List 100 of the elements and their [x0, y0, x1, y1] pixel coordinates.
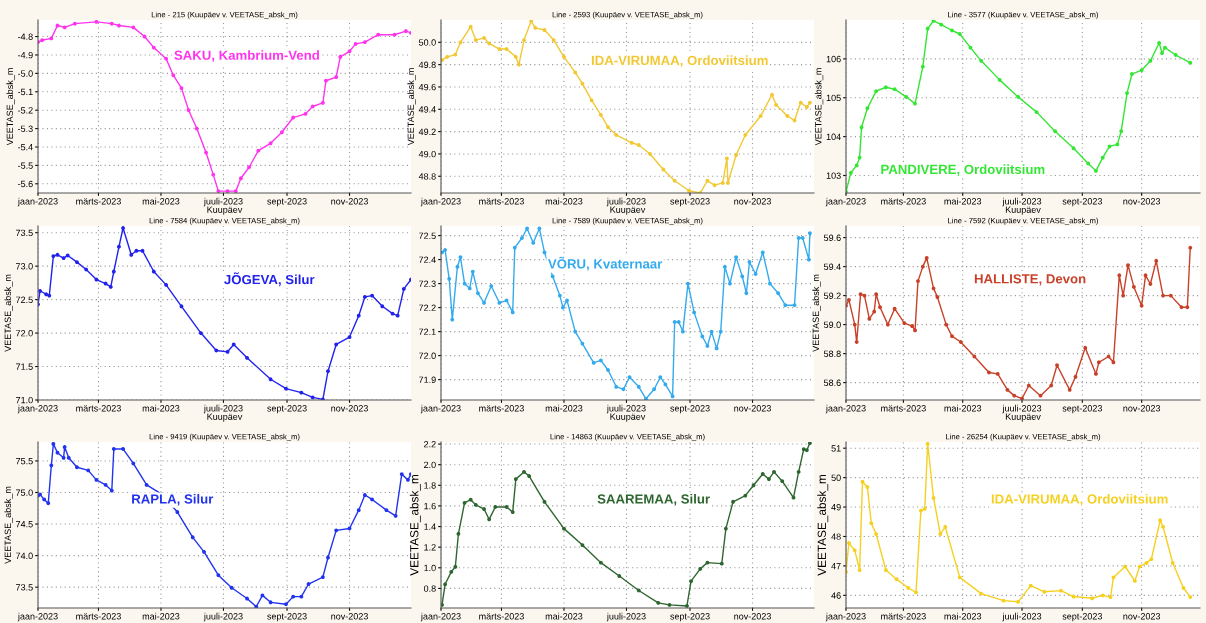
- y-tick-label: 72.0: [16, 330, 33, 337]
- y-tick-label: 1.0: [424, 564, 436, 572]
- x-axis-title: Kuupäev: [207, 413, 243, 422]
- x-tick-label: nov-2023: [1123, 405, 1161, 412]
- y-tick-label: 1.4: [424, 523, 436, 530]
- y-tick-label: -4.8: [17, 33, 33, 40]
- y-tick-label: 72.0: [419, 352, 436, 359]
- x-tick-label: sept-2023: [670, 198, 710, 207]
- y-tick-label: 50: [831, 474, 841, 481]
- y-tick-label: 58.8: [823, 350, 841, 357]
- x-tick-label: märts-2023: [76, 198, 121, 205]
- y-tick-label: 59.6: [823, 234, 841, 241]
- x-tick-label: sept-2023: [267, 613, 307, 622]
- y-tick-label: 74.5: [16, 521, 33, 528]
- y-tick-label: 71.5: [16, 363, 33, 370]
- y-tick-label: 72.5: [16, 296, 33, 303]
- series-label: RAPLA, Silur: [132, 493, 214, 506]
- y-tick-label: 1.6: [424, 502, 436, 510]
- series-label: SAKU, Kambrium-Vend: [174, 50, 319, 62]
- x-tick-label: märts-2023: [881, 613, 926, 620]
- x-tick-label: mai-2023: [944, 197, 982, 205]
- y-tick-label: 72.3: [419, 280, 436, 287]
- y-axis-title: VEETASE_absk_m: [409, 475, 421, 576]
- x-tick-label: nov-2023: [734, 198, 771, 205]
- y-tick-label: -5.0: [17, 70, 33, 77]
- y-tick-label: 73.5: [16, 584, 33, 591]
- x-tick-label: mai-2023: [142, 612, 180, 620]
- x-tick-label: märts-2023: [479, 198, 524, 205]
- x-tick-label: juuli-2023: [1002, 612, 1042, 622]
- y-tick-label: -5.4: [17, 144, 33, 151]
- x-tick-label: jaan-2023: [825, 404, 866, 414]
- y-tick-label: 49.6: [418, 83, 436, 91]
- series-label: PANDIVERE, Ordoviitsium: [881, 164, 1045, 176]
- y-tick-label: 73.0: [16, 263, 33, 270]
- text: HALLISTE, Devon: [974, 274, 1086, 286]
- x-tick-label: märts-2023: [881, 198, 926, 205]
- x-axis-title: Kuupäev: [610, 413, 646, 422]
- y-tick-label: 0.8: [423, 585, 436, 592]
- y-tick-label: 51: [831, 445, 841, 452]
- y-tick-label: 106: [826, 55, 841, 63]
- x-tick-label: juuli-2023: [203, 404, 243, 414]
- y-axis-title: VEETASE_absk_m: [814, 68, 824, 146]
- x-tick-label: sept-2023: [267, 405, 307, 414]
- y-tick-label: 2.0: [424, 461, 436, 469]
- y-tick-label: 75.0: [16, 489, 33, 496]
- x-tick-label: sept-2023: [670, 613, 710, 622]
- x-tick-label: juuli-2023: [203, 612, 243, 622]
- x-tick-label: sept-2023: [1062, 198, 1103, 207]
- x-tick-label: juuli-2023: [606, 612, 646, 622]
- y-axis-title: VEETASE_absk_m: [817, 475, 829, 576]
- x-tick-label: sept-2023: [1062, 613, 1103, 622]
- y-tick-label: -5.5: [17, 162, 33, 169]
- y-tick-label: 59.0: [823, 321, 841, 328]
- y-tick-label: 1.8: [424, 482, 436, 489]
- y-tick-label: 75.5: [16, 458, 33, 465]
- y-tick-label: 49.4: [418, 106, 436, 113]
- y-tick-label: 59.4: [823, 263, 841, 270]
- x-tick-label: nov-2023: [331, 198, 368, 205]
- x-tick-label: jaan-2023: [420, 197, 461, 207]
- x-tick-label: jaan-2023: [17, 612, 58, 622]
- y-axis-title: VEETASE_absk_m: [407, 68, 416, 146]
- y-tick-label: 49.0: [418, 150, 436, 158]
- y-tick-label: 49.2: [418, 128, 436, 135]
- x-tick-label: mai-2023: [142, 197, 180, 205]
- x-tick-label: sept-2023: [670, 405, 710, 414]
- series-label: SAAREMAA, Silur: [597, 493, 710, 506]
- y-tick-label: 46: [831, 592, 841, 599]
- x-tick-label: mai-2023: [944, 612, 982, 620]
- x-axis-title: Kuupäev: [610, 206, 646, 215]
- x-axis-title: Kuupäev: [207, 206, 243, 215]
- y-axis-title: VEETASE_absk_m: [6, 68, 15, 146]
- y-tick-label: 72.1: [419, 328, 436, 335]
- y-tick-label: 74.0: [16, 552, 33, 559]
- series-label: IDA-VIRUMAA, Ordoviitsium: [591, 55, 768, 67]
- x-tick-label: jaan-2023: [420, 404, 461, 414]
- y-tick-label: -5.3: [17, 125, 33, 132]
- y-tick-label: 104: [826, 133, 841, 140]
- x-tick-label: mai-2023: [545, 612, 583, 620]
- x-tick-label: juuli-2023: [606, 404, 646, 414]
- y-tick-label: 50.0: [418, 39, 436, 46]
- x-tick-label: märts-2023: [479, 405, 524, 412]
- y-tick-label: 103: [826, 172, 841, 179]
- x-tick-label: juuli-2023: [203, 197, 243, 207]
- x-tick-label: sept-2023: [1062, 405, 1103, 414]
- series-label: VÕRU, Kvaternaar: [548, 256, 663, 271]
- x-tick-label: märts-2023: [76, 405, 121, 412]
- x-tick-label: jaan-2023: [420, 612, 461, 622]
- y-tick-label: 72.4: [419, 256, 436, 263]
- y-tick-label: 49.8: [418, 61, 436, 69]
- y-tick-label: 73.5: [16, 229, 33, 237]
- x-tick-label: mai-2023: [545, 197, 583, 205]
- x-tick-label: jaan-2023: [17, 404, 58, 414]
- y-axis-title: VEETASE_absk_m: [812, 274, 821, 352]
- x-tick-label: mai-2023: [545, 404, 583, 412]
- y-tick-label: 71.0: [16, 396, 33, 404]
- y-tick-label: 72.5: [419, 232, 436, 239]
- x-tick-label: märts-2023: [479, 613, 524, 620]
- y-tick-label: -5.1: [17, 88, 33, 96]
- x-tick-label: jaan-2023: [17, 197, 58, 207]
- x-axis-title: Kuupäev: [1005, 206, 1041, 215]
